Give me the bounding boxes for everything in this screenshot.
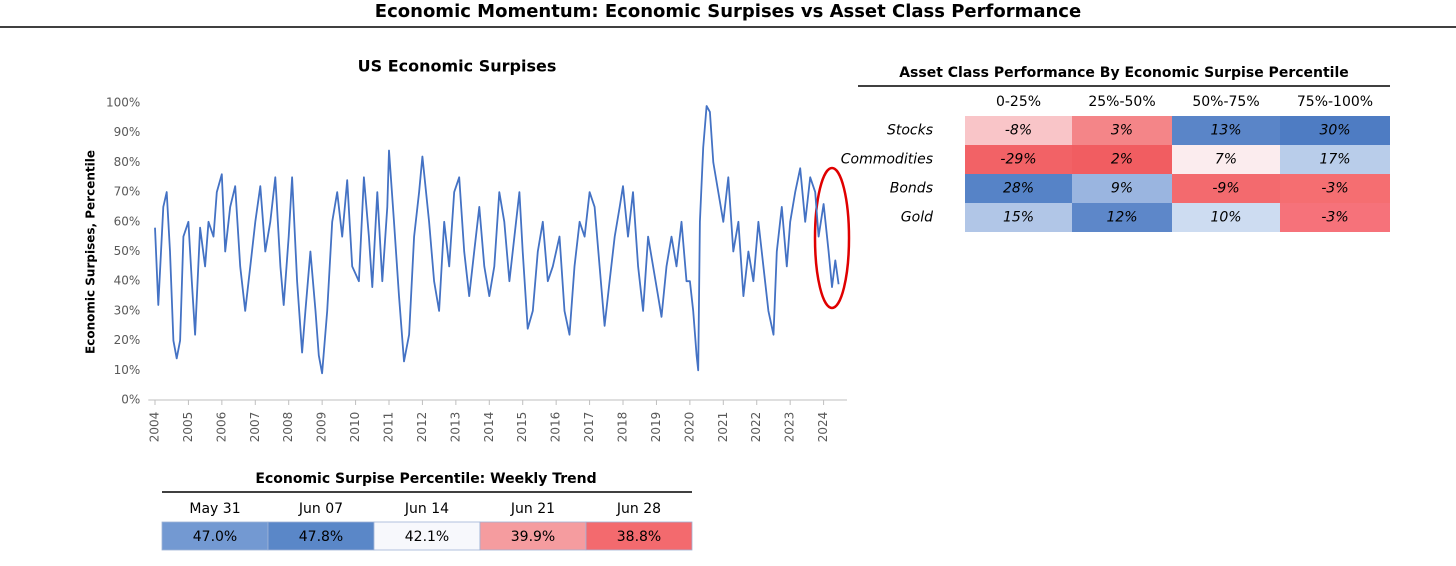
y-tick-label: 30% (114, 303, 141, 317)
x-tick-label: 2016 (549, 412, 563, 443)
cell-value: 15% (1003, 210, 1034, 226)
table-cell (1280, 174, 1390, 203)
chart-title: US Economic Surpises (358, 57, 557, 76)
cell-value: 47.8% (299, 529, 343, 545)
weekly-table-title: Economic Surpise Percentile: Weekly Tren… (255, 471, 596, 487)
table-cell (1172, 145, 1280, 174)
x-tick-label: 2022 (749, 412, 763, 443)
x-tick-label: 2023 (783, 412, 797, 443)
x-tick-label: 2006 (214, 412, 228, 443)
cell-value: 7% (1215, 152, 1237, 168)
table-cell (965, 203, 1072, 232)
x-tick-label: 2013 (448, 412, 462, 443)
table-cell (267, 521, 375, 551)
y-tick-label: 0% (121, 393, 140, 407)
table-cell (965, 145, 1072, 174)
cell-value: 17% (1319, 152, 1350, 168)
cell-value: 3% (1111, 123, 1133, 139)
row-label: Gold (901, 210, 933, 226)
cell-value: 28% (1003, 181, 1034, 197)
x-tick-label: 2009 (315, 412, 329, 443)
x-tick-label: 2015 (515, 412, 529, 443)
x-tick-label: 2004 (147, 412, 161, 443)
cell-value: 9% (1111, 181, 1133, 197)
x-tick-label: 2019 (649, 412, 663, 443)
x-tick-label: 2011 (382, 412, 396, 443)
table-cell (373, 521, 481, 551)
cell-value: -8% (1005, 123, 1032, 139)
cell-value: -9% (1212, 181, 1239, 197)
y-tick-label: 80% (114, 155, 141, 169)
column-header: 75%-100% (1297, 94, 1373, 110)
cell-value: -3% (1321, 210, 1348, 226)
y-tick-label: 40% (114, 274, 141, 288)
x-tick-label: 2010 (348, 412, 362, 443)
cell-value: 38.8% (617, 529, 661, 545)
table-cell (1172, 174, 1280, 203)
cell-value: 13% (1210, 123, 1241, 139)
highlight-ellipse (813, 166, 851, 310)
x-tick-label: 2024 (816, 412, 830, 443)
table-cell (1072, 203, 1172, 232)
table-cell (965, 174, 1072, 203)
cell-value: -29% (1000, 152, 1036, 168)
table-cell (1172, 203, 1280, 232)
cell-value: 42.1% (405, 529, 449, 545)
table-cell (161, 521, 269, 551)
column-header: 25%-50% (1088, 94, 1155, 110)
y-tick-label: 90% (114, 125, 141, 139)
table-cell (1280, 145, 1390, 174)
x-tick-label: 2021 (716, 412, 730, 443)
y-tick-label: 20% (114, 333, 141, 347)
y-tick-label: 70% (114, 185, 141, 199)
column-header: Jun 14 (404, 501, 449, 517)
table-cell (1280, 116, 1390, 145)
y-axis-label: Economic Surpises, Percentile (84, 150, 98, 354)
y-tick-label: 100% (106, 96, 140, 110)
cell-value: 39.9% (511, 529, 555, 545)
page-title: Economic Momentum: Economic Surpises vs … (375, 1, 1081, 22)
column-header: 0-25% (996, 94, 1041, 110)
column-header: Jun 28 (616, 501, 661, 517)
table-cell (1072, 174, 1172, 203)
line-series (154, 105, 840, 375)
column-header: Jun 21 (510, 501, 555, 517)
table-cell (1280, 203, 1390, 232)
cell-value: 2% (1111, 152, 1133, 168)
x-tick-label: 2005 (181, 412, 195, 443)
row-label: Stocks (887, 123, 933, 139)
x-tick-label: 2014 (482, 412, 496, 443)
table-cell (479, 521, 587, 551)
x-tick-label: 2017 (582, 412, 596, 443)
cell-value: 10% (1210, 210, 1241, 226)
column-header: May 31 (189, 501, 240, 517)
y-tick-label: 60% (114, 214, 141, 228)
cell-value: 30% (1319, 123, 1350, 139)
x-tick-label: 2007 (248, 412, 262, 443)
cell-value: 47.0% (193, 529, 237, 545)
row-label: Commodities (841, 152, 933, 168)
x-tick-label: 2020 (682, 412, 696, 443)
x-tick-label: 2012 (415, 412, 429, 443)
y-tick-label: 10% (114, 363, 141, 377)
table-cell (1172, 116, 1280, 145)
x-tick-label: 2008 (281, 412, 295, 443)
asset-table-title: Asset Class Performance By Economic Surp… (899, 65, 1349, 81)
y-tick-label: 50% (114, 244, 141, 258)
column-header: Jun 07 (298, 501, 343, 517)
row-label: Bonds (890, 181, 933, 197)
table-cell (965, 116, 1072, 145)
column-header: 50%-75% (1192, 94, 1259, 110)
table-cell (1072, 116, 1172, 145)
cell-value: -3% (1321, 181, 1348, 197)
cell-value: 12% (1106, 210, 1137, 226)
x-tick-label: 2018 (616, 412, 630, 443)
table-cell (585, 521, 693, 551)
table-cell (1072, 145, 1172, 174)
